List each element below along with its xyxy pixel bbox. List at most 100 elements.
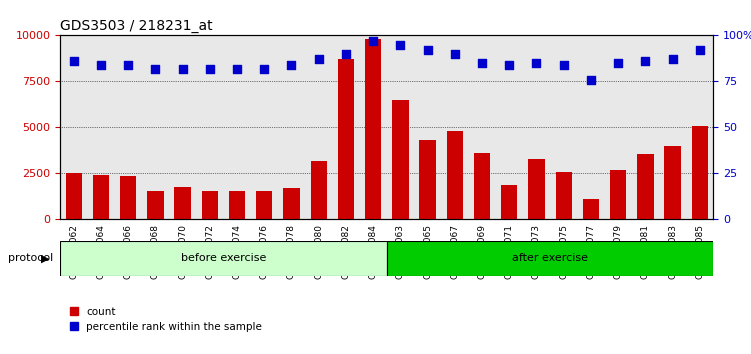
- FancyBboxPatch shape: [387, 241, 713, 276]
- Point: [340, 51, 352, 57]
- Bar: [447, 131, 463, 219]
- Bar: [147, 191, 164, 219]
- Text: ▶: ▶: [41, 253, 50, 263]
- Bar: [447, 131, 463, 219]
- Bar: [365, 39, 382, 219]
- Bar: [469, 35, 496, 219]
- Point: [204, 66, 216, 72]
- Text: after exercise: after exercise: [512, 253, 588, 263]
- Point: [612, 60, 624, 66]
- Bar: [229, 192, 245, 219]
- Bar: [665, 146, 680, 219]
- Bar: [501, 184, 517, 219]
- Point: [503, 62, 515, 68]
- Bar: [692, 126, 708, 219]
- Bar: [637, 154, 653, 219]
- Bar: [338, 59, 354, 219]
- Point: [585, 77, 597, 82]
- Text: GDS3503 / 218231_at: GDS3503 / 218231_at: [60, 19, 213, 33]
- Point: [694, 47, 706, 53]
- Bar: [278, 35, 305, 219]
- Bar: [174, 187, 191, 219]
- Bar: [256, 192, 273, 219]
- Bar: [419, 140, 436, 219]
- FancyBboxPatch shape: [60, 241, 387, 276]
- Point: [149, 66, 161, 72]
- Point: [476, 60, 488, 66]
- Bar: [605, 35, 632, 219]
- Bar: [556, 172, 572, 219]
- Bar: [550, 35, 578, 219]
- Bar: [196, 35, 224, 219]
- Bar: [419, 140, 436, 219]
- Bar: [256, 192, 273, 219]
- Bar: [610, 170, 626, 219]
- Bar: [93, 175, 109, 219]
- Bar: [632, 35, 659, 219]
- Bar: [311, 161, 327, 219]
- Bar: [142, 35, 169, 219]
- Point: [639, 58, 651, 64]
- Text: before exercise: before exercise: [181, 253, 266, 263]
- Bar: [201, 190, 218, 219]
- Bar: [665, 146, 680, 219]
- Bar: [392, 100, 409, 219]
- Bar: [414, 35, 441, 219]
- Bar: [659, 35, 686, 219]
- Point: [421, 47, 433, 53]
- Bar: [169, 35, 196, 219]
- Bar: [496, 35, 523, 219]
- Point: [312, 57, 324, 62]
- Bar: [637, 154, 653, 219]
- Point: [667, 57, 679, 62]
- Point: [530, 60, 542, 66]
- Bar: [338, 59, 354, 219]
- Bar: [583, 199, 599, 219]
- Bar: [283, 188, 300, 219]
- Bar: [114, 35, 142, 219]
- Bar: [65, 173, 82, 219]
- Bar: [501, 184, 517, 219]
- Bar: [556, 172, 572, 219]
- Bar: [229, 192, 245, 219]
- Bar: [224, 35, 251, 219]
- Point: [68, 58, 80, 64]
- Bar: [441, 35, 469, 219]
- Bar: [311, 161, 327, 219]
- Point: [449, 51, 461, 57]
- Point: [95, 62, 107, 68]
- Point: [285, 62, 297, 68]
- Point: [176, 66, 189, 72]
- Bar: [686, 35, 713, 219]
- Bar: [578, 35, 605, 219]
- Bar: [523, 35, 550, 219]
- Legend: count, percentile rank within the sample: count, percentile rank within the sample: [65, 303, 266, 336]
- Bar: [583, 199, 599, 219]
- Text: protocol: protocol: [8, 253, 53, 263]
- Bar: [392, 100, 409, 219]
- Bar: [387, 35, 414, 219]
- Bar: [174, 187, 191, 219]
- Bar: [283, 188, 300, 219]
- Bar: [474, 153, 490, 219]
- Bar: [93, 175, 109, 219]
- Bar: [120, 176, 136, 219]
- Point: [394, 42, 406, 47]
- Point: [122, 62, 134, 68]
- Bar: [365, 39, 382, 219]
- Point: [231, 66, 243, 72]
- Bar: [474, 153, 490, 219]
- Bar: [305, 35, 332, 219]
- Bar: [201, 190, 218, 219]
- Bar: [120, 176, 136, 219]
- Point: [258, 66, 270, 72]
- Bar: [610, 170, 626, 219]
- Bar: [87, 35, 114, 219]
- Bar: [65, 173, 82, 219]
- Bar: [251, 35, 278, 219]
- Point: [558, 62, 570, 68]
- Bar: [692, 126, 708, 219]
- Bar: [529, 159, 544, 219]
- Bar: [147, 191, 164, 219]
- Point: [367, 38, 379, 44]
